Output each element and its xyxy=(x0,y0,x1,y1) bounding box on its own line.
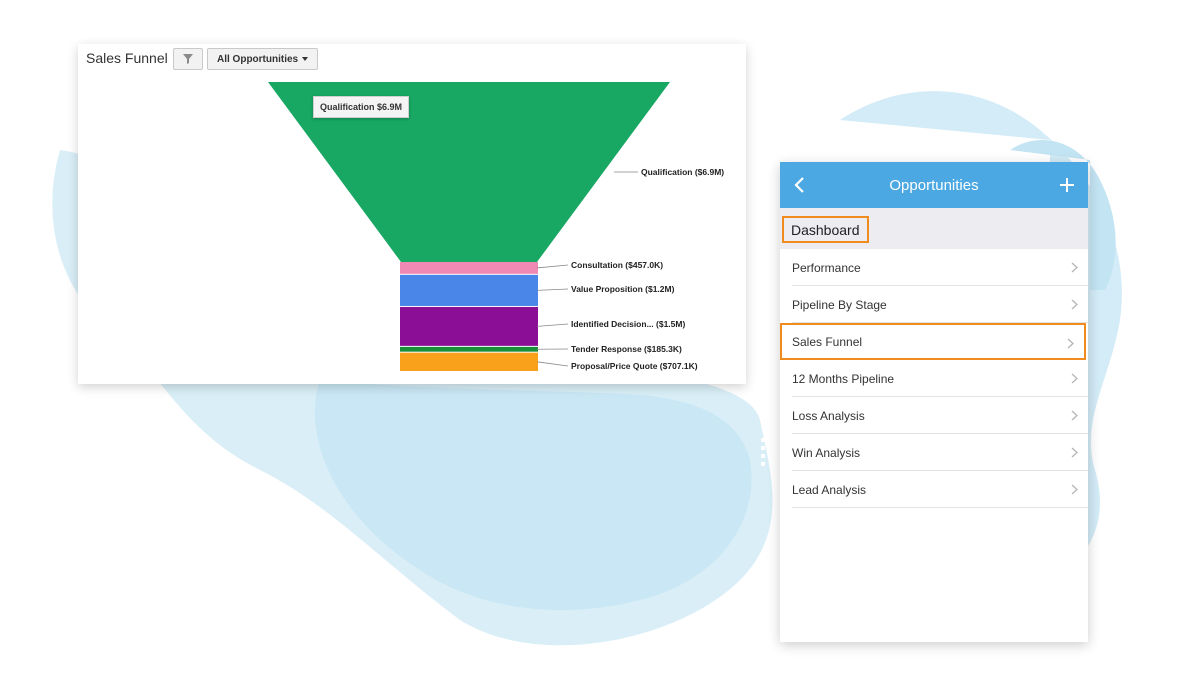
stage-label: Qualification ($6.9M) xyxy=(641,167,724,177)
chevron-left-icon[interactable] xyxy=(792,175,808,195)
sales-funnel-panel: Qualification ($6.9M) Consultation ($457.… xyxy=(78,44,746,384)
list-item-label: 12 Months Pipeline xyxy=(792,371,895,386)
mobile-header-title: Opportunities xyxy=(889,176,979,194)
list-item-sales-funnel[interactable]: Sales Funnel xyxy=(780,323,1086,360)
label-connector xyxy=(536,288,569,291)
stage-label: Identified Decision... ($1.5M) xyxy=(571,319,685,329)
list-item-label: Sales Funnel xyxy=(792,334,863,349)
panel-title: Sales Funnel xyxy=(86,50,168,66)
label-connector xyxy=(536,264,569,269)
stage-label: Value Proposition ($1.2M) xyxy=(571,284,675,294)
list-item-label: Loss Analysis xyxy=(792,408,865,423)
section-title: Dashboard xyxy=(782,216,869,243)
stage-label: Proposal/Price Quote ($707.1K) xyxy=(571,361,698,371)
funnel-stage-proposal-price-quote[interactable] xyxy=(400,352,538,371)
mobile-header: Opportunities xyxy=(780,162,1088,208)
list-item-pipeline-by-stage[interactable]: Pipeline By Stage xyxy=(780,286,1088,323)
chevron-right-icon xyxy=(1071,299,1078,310)
funnel-stage-consultation[interactable] xyxy=(400,262,538,274)
list-item-win-analysis[interactable]: Win Analysis xyxy=(780,434,1088,471)
funnel-stage-qualification[interactable] xyxy=(268,82,670,262)
chart-tooltip: Qualification $6.9M xyxy=(313,96,410,118)
funnel-chart: Qualification ($6.9M) Consultation ($457.… xyxy=(268,82,724,371)
list-item-label: Win Analysis xyxy=(792,445,861,460)
drag-handle[interactable] xyxy=(761,438,766,470)
list-item-label: Lead Analysis xyxy=(792,482,867,497)
chevron-right-icon xyxy=(1071,484,1078,495)
mobile-opportunities-view: Opportunities Dashboard Performance Pipel… xyxy=(780,162,1088,642)
chevron-right-icon xyxy=(1067,338,1074,349)
funnel-stage-identified-decision-[interactable] xyxy=(400,306,538,346)
opportunities-dropdown[interactable]: All Opportunities xyxy=(207,48,319,70)
list-item-loss-analysis[interactable]: Loss Analysis xyxy=(780,397,1088,434)
stage-label: Consultation ($457.0K) xyxy=(571,260,663,270)
funnel-stage-value-proposition[interactable] xyxy=(400,274,538,306)
dashboard-list: Performance Pipeline By Stage Sales Funnel… xyxy=(780,249,1088,508)
list-item-label: Pipeline By Stage xyxy=(792,297,887,312)
plus-icon[interactable] xyxy=(1058,176,1076,194)
filter-button[interactable] xyxy=(173,48,203,70)
list-item-12-months-pipeline[interactable]: 12 Months Pipeline xyxy=(780,360,1088,397)
filter-icon xyxy=(183,54,193,64)
chevron-right-icon xyxy=(1071,410,1078,421)
list-item-performance[interactable]: Performance xyxy=(780,249,1088,286)
chevron-right-icon xyxy=(1071,447,1078,458)
list-item-lead-analysis[interactable]: Lead Analysis xyxy=(780,471,1088,508)
stage-label: Tender Response ($185.3K) xyxy=(571,344,682,354)
caret-down-icon xyxy=(302,57,309,61)
dropdown-label: All Opportunities xyxy=(217,53,299,65)
label-connector xyxy=(536,361,569,367)
label-connector xyxy=(536,323,569,327)
funnel-stage-tender-response[interactable] xyxy=(400,346,538,352)
chevron-right-icon xyxy=(1071,373,1078,384)
section-header: Dashboard xyxy=(780,208,1088,249)
chevron-right-icon xyxy=(1071,262,1078,273)
list-item-label: Performance xyxy=(792,260,861,275)
